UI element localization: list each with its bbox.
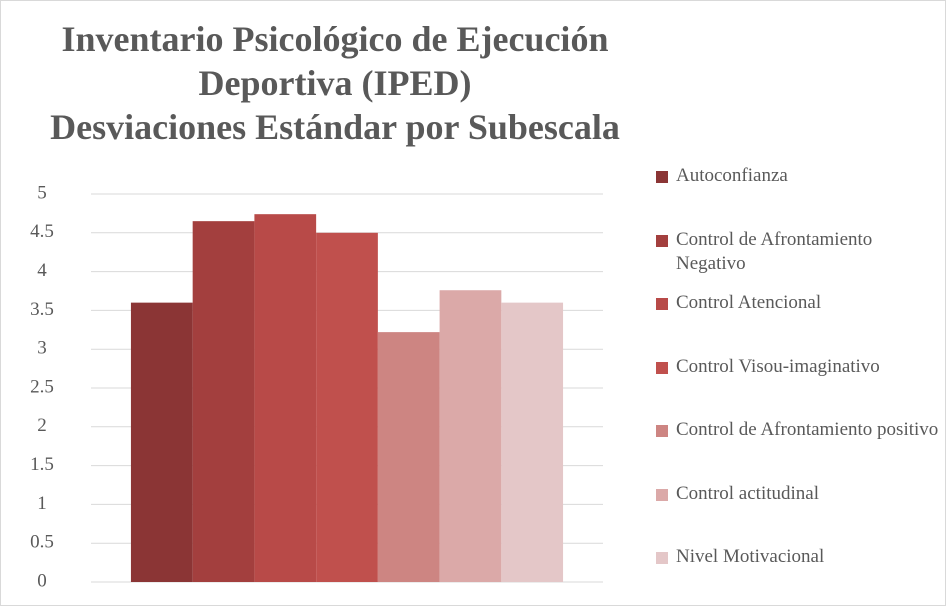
bar (377, 332, 440, 582)
chart-title: Inventario Psicológico de Ejecución Depo… (50, 19, 620, 147)
y-tick-label: 3.5 (30, 299, 54, 320)
y-tick-label: 3 (37, 338, 47, 359)
legend-swatch (656, 234, 668, 247)
legend-swatch (656, 171, 668, 183)
legend-item: Control de Afrontamiento positivo (656, 418, 941, 442)
legend-item: Control de Afrontamiento Negativo (656, 228, 941, 276)
y-tick-label: 4 (37, 260, 47, 281)
y-tick-label: 0.5 (30, 532, 54, 553)
y-tick-label: 1.5 (30, 454, 54, 475)
bar (316, 232, 378, 583)
legend-item: Autoconfianza (656, 164, 941, 188)
bar (501, 302, 564, 582)
y-tick-label: 4.5 (30, 221, 54, 242)
legend-label: Control Atencional (676, 292, 822, 313)
y-tick-label: 2.5 (30, 376, 54, 397)
legend-item: Control Atencional (656, 291, 941, 315)
legend-label: Control Visou-imaginativo (676, 355, 880, 377)
legend-label: Control de Afrontamiento positivo (676, 419, 939, 440)
y-tick-label: 1 (37, 493, 47, 514)
y-tick-label: 5 (37, 182, 47, 203)
legend-swatch (656, 552, 668, 564)
bar (130, 302, 193, 582)
legend-label: Control de Afrontamiento Negativo (676, 228, 873, 274)
legend-label: Control actitudinal (676, 482, 820, 504)
y-tick-label: 0 (37, 570, 47, 591)
bar (439, 290, 502, 582)
legend-item: Control Visou-imaginativo (656, 355, 941, 379)
legend-swatch (656, 298, 668, 310)
bar (254, 214, 317, 582)
legend-swatch (656, 425, 668, 437)
bar (192, 221, 255, 582)
legend-label: Nivel Motivacional (676, 546, 825, 567)
legend-item: Control actitudinal (656, 482, 941, 506)
legend-swatch (656, 488, 668, 501)
legend-swatch (656, 361, 668, 374)
legend-item: Nivel Motivacional (656, 545, 941, 569)
legend-label: Autoconfianza (676, 165, 788, 186)
y-tick-label: 2 (37, 415, 47, 436)
